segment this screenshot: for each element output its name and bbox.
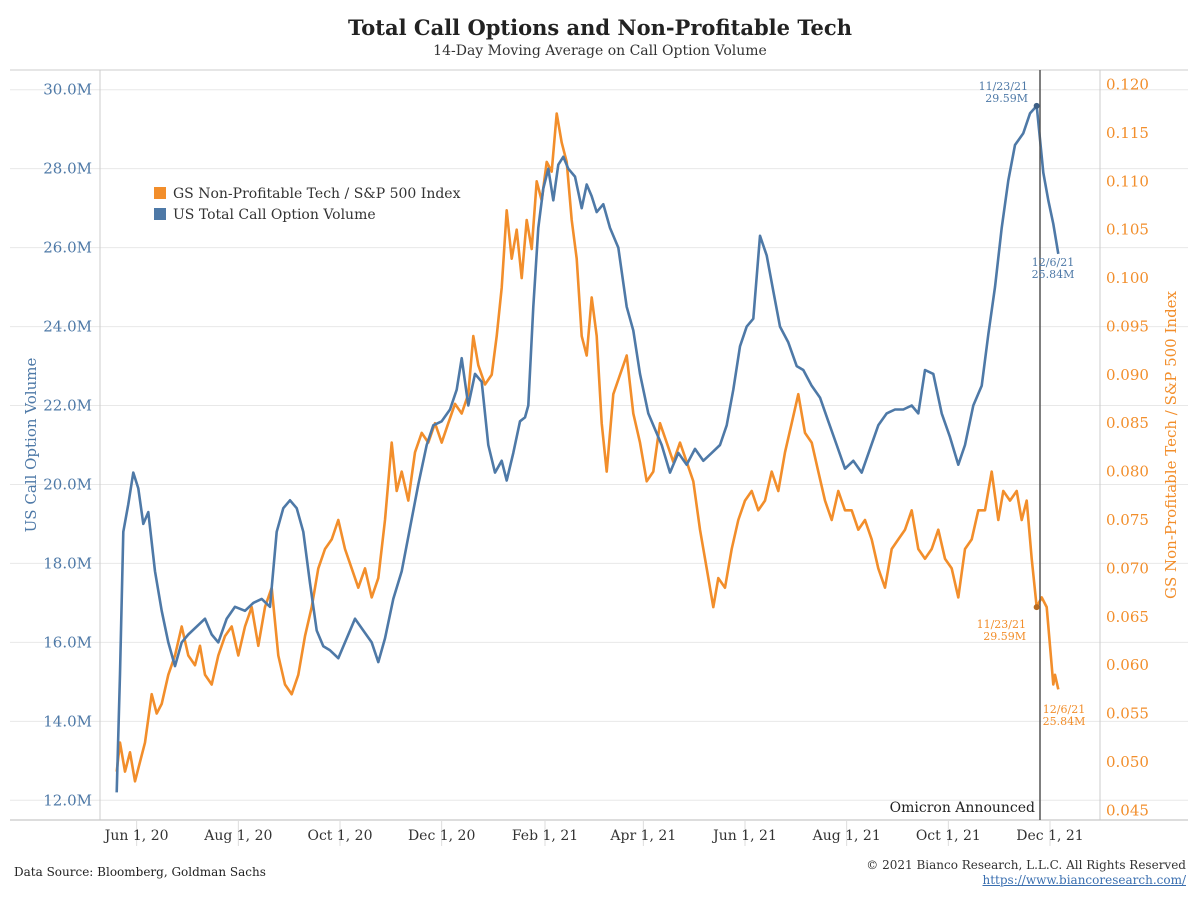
y-axis-left-ticks: 12.0M 14.0M 16.0M 18.0M 20.0M 22.0M 24.0M 26.0M… bbox=[43, 81, 92, 810]
x-tick-label-3: Dec 1, 20 bbox=[408, 828, 475, 844]
legend-label-call-volume: US Total Call Option Volume bbox=[173, 207, 376, 223]
series-line-call-volume bbox=[115, 104, 1060, 793]
data-source-note: Data Source: Bloomberg, Goldman Sachs bbox=[14, 865, 266, 879]
website-link[interactable]: https://www.biancoresearch.com/ bbox=[982, 873, 1186, 887]
y-right-tick-label-6: 0.075 bbox=[1106, 511, 1149, 529]
y-left-tick-label-8: 28.0M bbox=[43, 160, 92, 178]
x-tick-label-5: Apr 1, 21 bbox=[609, 828, 676, 844]
y-right-tick-label-11: 0.100 bbox=[1106, 269, 1149, 287]
chart-title: Total Call Options and Non-Profitable Te… bbox=[348, 15, 852, 40]
x-tick-label-9: Dec 1, 21 bbox=[1016, 828, 1083, 844]
x-axis-ticks: Jun 1, 20 Aug 1, 20 Oct 1, 20 Dec 1, 20 Feb … bbox=[103, 820, 1084, 846]
legend: GS Non-Profitable Tech / S&P 500 Index U… bbox=[154, 186, 461, 223]
legend-swatch-call-volume bbox=[154, 208, 166, 220]
y-right-tick-label-10: 0.095 bbox=[1106, 317, 1149, 335]
y-left-tick-label-3: 18.0M bbox=[43, 554, 92, 572]
annotation-end-tech-index-value: 25.84M bbox=[1043, 715, 1086, 728]
y-right-tick-label-5: 0.070 bbox=[1106, 559, 1149, 577]
y-left-tick-label-4: 20.0M bbox=[43, 475, 92, 493]
series-lines bbox=[115, 104, 1060, 793]
y-right-tick-label-12: 0.105 bbox=[1106, 221, 1149, 239]
legend-swatch-tech-index bbox=[154, 187, 166, 199]
y-axis-left-label: US Call Option Volume bbox=[22, 358, 40, 533]
y-right-tick-label-15: 0.120 bbox=[1106, 76, 1149, 94]
value-annotations: 11/23/2129.59M12/6/2125.84M11/23/2129.59… bbox=[977, 80, 1086, 728]
annotation-end-call-volume-value: 25.84M bbox=[1032, 268, 1075, 281]
annotation-peak-tech-index-value: 29.59M bbox=[983, 630, 1026, 643]
annotation-end-call-volume-date: 12/6/21 bbox=[1032, 256, 1074, 269]
x-tick-label-0: Jun 1, 20 bbox=[103, 828, 169, 844]
y-right-tick-label-3: 0.060 bbox=[1106, 656, 1149, 674]
gridlines bbox=[10, 89, 1188, 801]
y-left-tick-label-7: 26.0M bbox=[43, 239, 92, 257]
annotation-peak-call-volume-date: 11/23/21 bbox=[979, 80, 1028, 93]
y-right-tick-label-0: 0.045 bbox=[1106, 801, 1149, 819]
y-right-tick-label-8: 0.085 bbox=[1106, 414, 1149, 432]
x-tick-label-6: Jun 1, 21 bbox=[711, 828, 777, 844]
annotation-end-tech-index-date: 12/6/21 bbox=[1043, 703, 1085, 716]
y-right-tick-label-14: 0.115 bbox=[1106, 124, 1149, 142]
annotation-peak-tech-index-date: 11/23/21 bbox=[977, 618, 1026, 631]
legend-label-tech-index: GS Non-Profitable Tech / S&P 500 Index bbox=[173, 186, 461, 202]
x-tick-label-8: Oct 1, 21 bbox=[916, 828, 981, 844]
y-left-tick-label-6: 24.0M bbox=[43, 318, 92, 336]
y-left-tick-label-5: 22.0M bbox=[43, 397, 92, 415]
y-right-tick-label-1: 0.050 bbox=[1106, 753, 1149, 771]
annotation-peak-call-volume-value: 29.59M bbox=[985, 92, 1028, 105]
y-right-tick-label-7: 0.080 bbox=[1106, 463, 1149, 481]
y-axis-right-label: GS Non-Profitable Tech / S&P 500 Index bbox=[1162, 290, 1180, 599]
y-left-tick-label-2: 16.0M bbox=[43, 633, 92, 651]
omicron-annotation: Omicron Announced bbox=[890, 800, 1035, 816]
x-tick-label-1: Aug 1, 20 bbox=[203, 828, 272, 844]
y-right-tick-label-2: 0.055 bbox=[1106, 705, 1149, 723]
y-left-tick-label-0: 12.0M bbox=[43, 791, 92, 809]
chart-subtitle: 14-Day Moving Average on Call Option Vol… bbox=[433, 43, 767, 59]
y-right-tick-label-4: 0.065 bbox=[1106, 608, 1149, 626]
peak-dot-tech-index bbox=[1033, 604, 1040, 611]
x-tick-label-7: Aug 1, 21 bbox=[812, 828, 881, 844]
y-right-tick-label-13: 0.110 bbox=[1106, 172, 1149, 190]
copyright-note: © 2021 Bianco Research, L.L.C. All Right… bbox=[866, 858, 1186, 872]
x-tick-label-4: Feb 1, 21 bbox=[512, 828, 578, 844]
y-right-tick-label-9: 0.090 bbox=[1106, 366, 1149, 384]
x-tick-label-2: Oct 1, 20 bbox=[307, 828, 372, 844]
peak-dot-call-volume bbox=[1033, 102, 1040, 109]
y-left-tick-label-1: 14.0M bbox=[43, 712, 92, 730]
y-left-tick-label-9: 30.0M bbox=[43, 81, 92, 99]
y-axis-right-ticks: 0.045 0.050 0.055 0.060 0.065 0.070 0.075 0.080… bbox=[1106, 76, 1149, 820]
